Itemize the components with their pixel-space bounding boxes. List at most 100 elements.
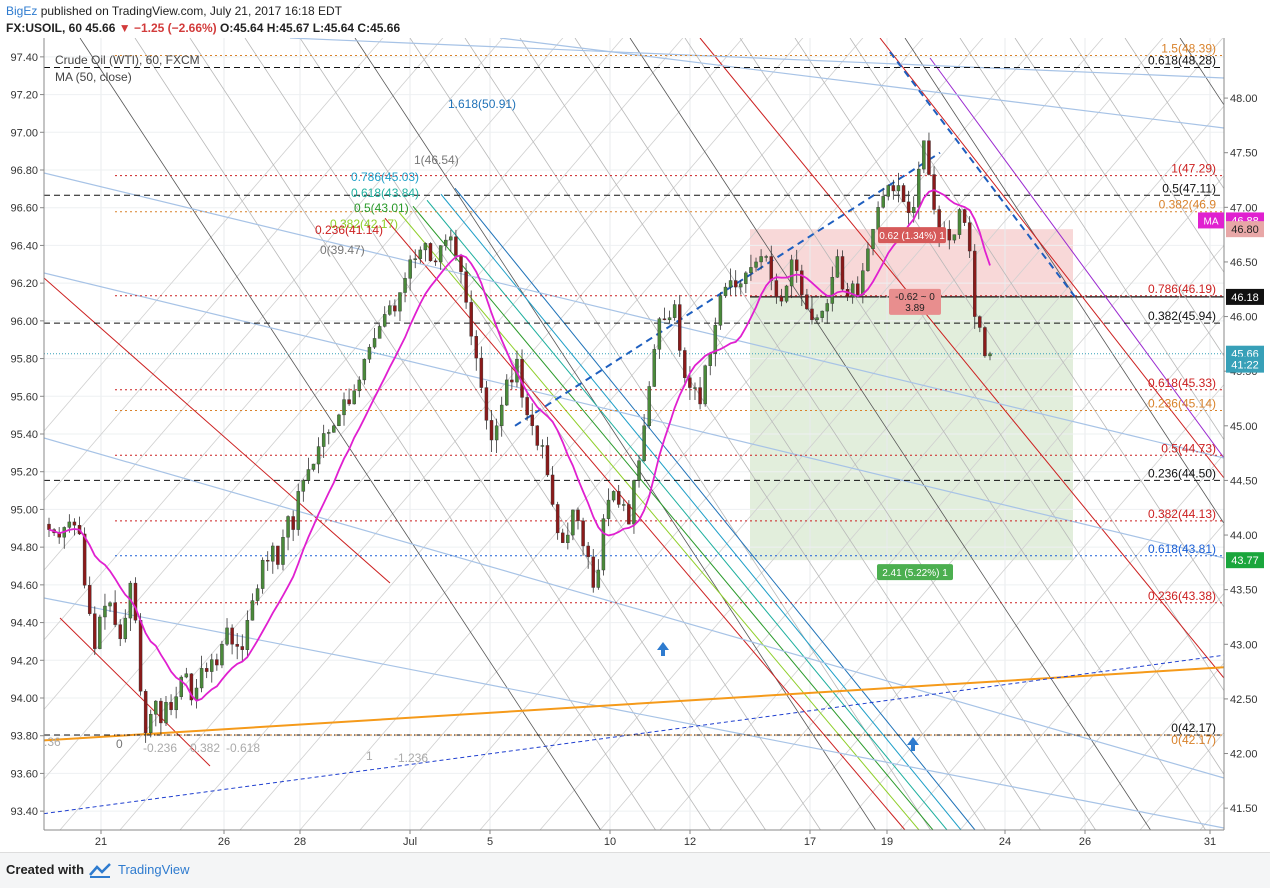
left-tick-label: 96.80: [10, 165, 38, 177]
candle-body: [601, 518, 606, 571]
candle-body: [744, 272, 748, 284]
indicator-label[interactable]: MA (50, close): [55, 70, 132, 84]
fib-level-label: 0.382(46.9: [1159, 198, 1217, 212]
price-tag[interactable]: [1226, 356, 1264, 373]
candle-body: [347, 399, 351, 405]
candle-body: [93, 613, 97, 649]
trend-line-lightblue: [289, 38, 1224, 79]
candle-body: [967, 222, 972, 252]
symbol[interactable]: FX:USOIL, 60: [6, 21, 83, 35]
fan-line: [426, 199, 948, 830]
candle-body: [530, 414, 534, 427]
time-label: Jul: [403, 836, 417, 848]
ohlc: O:45.64 H:45.67 L:45.64 C:45.66: [220, 21, 401, 35]
entry-label: -0.62 ~ 0: [895, 292, 935, 303]
price-tag[interactable]: [1226, 221, 1264, 238]
candle-body: [637, 460, 641, 481]
candle-body: [47, 523, 51, 530]
price-tag[interactable]: [1226, 288, 1264, 305]
left-tick-label: 95.20: [10, 467, 38, 479]
right-tick-label: 48.00: [1230, 93, 1258, 105]
candle-body: [230, 627, 234, 645]
stop-badge: [878, 227, 946, 244]
candle-body: [433, 260, 438, 263]
candle-body: [159, 700, 163, 724]
tradingview-brand[interactable]: TradingView: [118, 862, 190, 877]
left-price-axis[interactable]: 97.40 97.20 97.00 96.80 96.60 96.40 96.20 96.00…: [10, 52, 44, 818]
candle-body: [881, 196, 885, 208]
fan-level-label: 0: [116, 737, 123, 751]
candle-body: [332, 425, 336, 433]
candle-body: [408, 259, 412, 279]
candle-body: [403, 278, 407, 293]
time-label: 19: [881, 836, 893, 848]
left-tick-label: 95.00: [10, 504, 38, 516]
candle-body: [698, 387, 702, 405]
purple-channel-line: [929, 57, 1224, 459]
fan-level-label: -0.236: [143, 741, 177, 755]
candle-body: [398, 292, 402, 312]
candle-body: [917, 168, 921, 208]
candle-body: [449, 236, 453, 241]
left-tick-label: 96.60: [10, 203, 38, 215]
candle-body: [184, 673, 189, 678]
candle-body: [754, 261, 758, 268]
candle-body: [484, 387, 489, 421]
pitchfork-ray-down: [959, 38, 1224, 441]
fan-ray-up: [179, 38, 864, 830]
red-channel-line: [879, 38, 1224, 479]
candle-body: [784, 285, 789, 302]
candle-body: [235, 644, 239, 647]
pitchfork-ray-down: [1014, 38, 1224, 357]
candle-body: [540, 445, 545, 447]
candle-body: [922, 140, 926, 170]
candle-body: [611, 491, 616, 501]
candle-body: [876, 207, 880, 230]
series-title[interactable]: Crude Oil (WTI), 60, FXCM: [55, 53, 200, 67]
pitchfork-ray-down: [574, 38, 1097, 830]
candle-body: [703, 365, 707, 405]
price-tag[interactable]: [1226, 552, 1264, 569]
candle-body: [245, 620, 250, 650]
fib-level-label: 0.236(44.50): [1148, 466, 1216, 480]
fan-ray-up: [44, 38, 564, 641]
candle-body: [367, 346, 372, 360]
candle-body: [789, 259, 794, 287]
right-price-axis[interactable]: 48.0047.5047.0046.5046.0045.5045.0044.50…: [1224, 93, 1258, 815]
candle-body: [723, 286, 728, 297]
candle-body: [169, 701, 173, 711]
candle-body: [896, 185, 901, 192]
candle-body: [805, 294, 809, 310]
pitchfork-ray-down: [409, 38, 932, 830]
left-tick-label: 94.80: [10, 542, 38, 554]
candle-body: [199, 668, 204, 689]
candle-body: [413, 258, 417, 260]
fan-ray-up: [59, 38, 744, 830]
candle-body: [947, 228, 952, 241]
candle-body: [357, 379, 362, 392]
arrow-up-icon: [657, 642, 669, 656]
candle-body: [382, 314, 387, 327]
candle-body: [932, 174, 936, 210]
candle-body: [794, 259, 799, 271]
fan-level-label: 1: [366, 749, 373, 763]
candle-body: [911, 207, 916, 213]
fib-level-label: 1(47.29): [1171, 162, 1216, 176]
candle-body: [67, 521, 72, 528]
candle-body: [327, 432, 331, 434]
candle-body: [906, 201, 911, 213]
fan-line: [398, 211, 920, 830]
left-tick-label: 96.40: [10, 240, 38, 252]
pitchfork-ray-down: [904, 38, 1224, 525]
published-text: published on TradingView.com, July 21, 2…: [40, 4, 343, 18]
pitchfork-ray-down: [244, 38, 767, 830]
fan-ray-up: [1079, 662, 1224, 830]
time-axis[interactable]: 21 26 28 Jul 5 10 12 17 19 24 26 31: [95, 830, 1216, 848]
author-link[interactable]: BigEz: [6, 4, 38, 18]
candle-body: [281, 537, 285, 565]
candle-body: [489, 420, 494, 441]
candle-body: [550, 474, 555, 505]
candle-body: [545, 445, 550, 476]
price-chart[interactable]: 2.41 (5.22%) 1 0.62 (1.34%) 1 -0.62 ~ 03.8…: [0, 38, 1270, 852]
fan-ray-up: [479, 38, 1164, 830]
